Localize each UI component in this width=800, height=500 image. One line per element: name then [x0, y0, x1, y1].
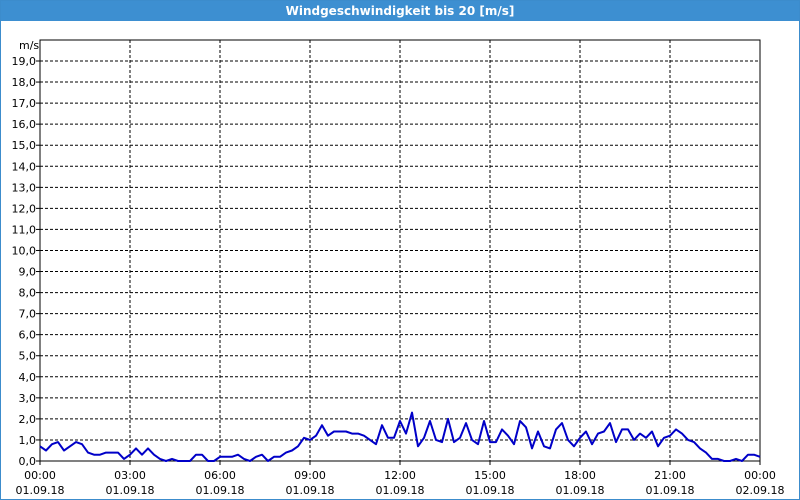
y-tick-label: 18,0: [12, 76, 37, 89]
y-tick-label: 19,0: [12, 55, 37, 68]
x-tick-date-label: 01.09.18: [196, 484, 245, 497]
y-tick-label: 9,0: [19, 266, 37, 279]
plot-frame: [39, 39, 761, 462]
y-tick-label: 11,0: [12, 223, 37, 236]
x-tick-time-label: 00:00: [24, 469, 56, 482]
y-tick-label: 13,0: [12, 181, 37, 194]
x-tick-date-label: 01.09.18: [286, 484, 335, 497]
y-tick-label: 3,0: [19, 392, 37, 405]
grid: [40, 40, 760, 461]
x-tick-time-label: 15:00: [474, 469, 506, 482]
x-tick-date-label: 01.09.18: [376, 484, 425, 497]
y-tick-label: 4,0: [19, 371, 37, 384]
series-line-wind-speed: [39, 411, 761, 462]
y-tick-label: 8,0: [19, 287, 37, 300]
x-tick-time-label: 18:00: [564, 469, 596, 482]
x-tick-time-label: 09:00: [294, 469, 326, 482]
y-tick-label: 14,0: [12, 160, 37, 173]
x-tick-date-label: 01.09.18: [466, 484, 515, 497]
x-tick-date-label: 01.09.18: [646, 484, 695, 497]
y-tick-label: 2,0: [19, 413, 37, 426]
y-tick-label: 12,0: [12, 202, 37, 215]
y-axis-unit-label: m/s: [19, 39, 39, 52]
y-tick-label: 7,0: [19, 308, 37, 321]
y-tick-label: 6,0: [19, 329, 37, 342]
x-axis-tick-labels: 00:00 01.09.18 03:00 01.09.18 06:00 01.09.18 0…: [16, 469, 785, 497]
y-tick-label: 16,0: [12, 118, 37, 131]
y-tick-label: 15,0: [12, 139, 37, 152]
y-tick-label: 0,0: [19, 455, 37, 468]
y-tick-label: 17,0: [12, 97, 37, 110]
x-tick-date-label: 01.09.18: [556, 484, 605, 497]
y-axis-tick-labels: 0,0 1,0 2,0 3,0 4,0 5,0 6,0 7,0 8,0 9,0 10,0 11,0 12…: [12, 55, 37, 468]
x-tick-date-label: 01.09.18: [106, 484, 155, 497]
y-tick-label: 1,0: [19, 434, 37, 447]
x-tick-date-label: 01.09.18: [16, 484, 65, 497]
x-tick-date-label: 02.09.18: [736, 484, 785, 497]
x-tick-time-label: 00:00: [744, 469, 776, 482]
axes: [36, 39, 761, 465]
y-tick-label: 5,0: [19, 350, 37, 363]
x-tick-time-label: 21:00: [654, 469, 686, 482]
x-tick-time-label: 06:00: [204, 469, 236, 482]
window-title: Windgeschwindigkeit bis 20 [m/s]: [1, 1, 799, 21]
x-tick-time-label: 03:00: [114, 469, 146, 482]
y-tick-label: 10,0: [12, 244, 37, 257]
x-tick-time-label: 12:00: [384, 469, 416, 482]
